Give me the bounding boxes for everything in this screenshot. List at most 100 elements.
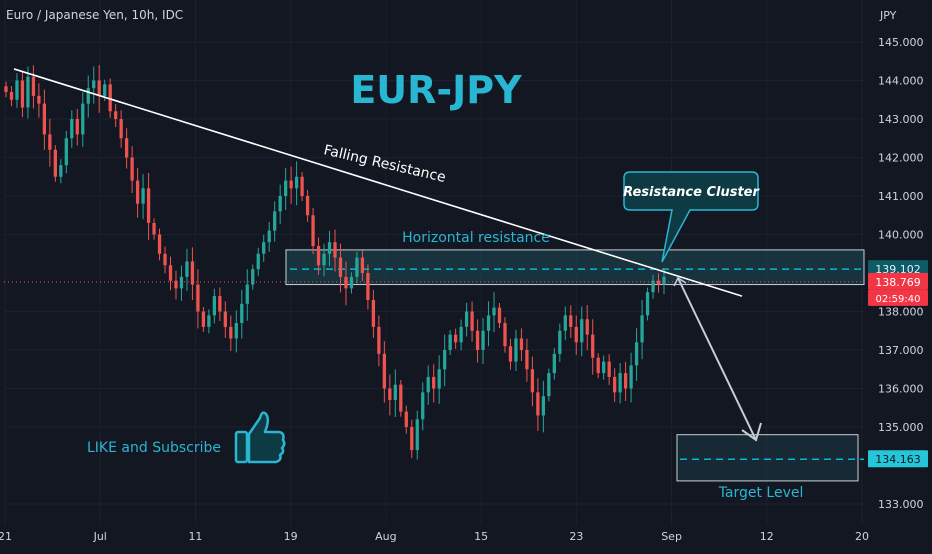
candle-body <box>645 292 650 316</box>
candle-body <box>497 307 502 324</box>
candle-body <box>322 253 326 266</box>
candle-body <box>201 311 206 327</box>
candle-body <box>486 315 491 331</box>
projection-arrowhead <box>741 422 762 442</box>
symbol-title: Euro / Japanese Yen, 10h, IDC <box>6 8 183 22</box>
candle-body <box>421 392 425 420</box>
price-tick-label: 138.000 <box>878 306 924 319</box>
candle-body <box>651 280 655 293</box>
candle-body <box>245 284 249 304</box>
candle-body <box>464 311 469 327</box>
candle-body <box>103 84 107 96</box>
target-zone <box>676 434 859 482</box>
candle-body <box>607 361 611 377</box>
price-tick-label: 140.000 <box>878 229 924 242</box>
candle-body <box>42 103 47 135</box>
candle-body <box>530 369 535 393</box>
time-tick-label: 15 <box>474 530 488 543</box>
price-tick-label: 136.000 <box>878 383 924 396</box>
resistance-zone <box>285 249 865 286</box>
candle-body <box>152 222 156 235</box>
candle-body <box>656 280 661 285</box>
candle-body <box>20 80 25 108</box>
candle-body <box>48 134 52 150</box>
candle-body <box>366 273 370 300</box>
falling-resistance-trendline[interactable] <box>13 68 743 297</box>
candle-body <box>410 427 414 451</box>
candle-body <box>229 326 233 339</box>
candle-body <box>81 103 85 135</box>
resistance-price-badge: 139.102 <box>875 263 921 276</box>
candle-body <box>119 119 123 139</box>
price-tick-label: 143.000 <box>878 113 924 126</box>
time-tick-label: 11 <box>188 530 202 543</box>
candle-body <box>97 80 101 96</box>
candle-body <box>190 261 195 285</box>
candle-body <box>344 276 348 289</box>
candle-body <box>349 276 354 289</box>
candle-body <box>179 276 184 289</box>
callout-bubble <box>623 171 759 263</box>
candle-body <box>393 384 397 401</box>
price-tick-label: 137.000 <box>878 344 924 357</box>
price-axis: JPY 145.000 144.000 143.000 142.000 141.000 1… <box>878 9 924 511</box>
candle-body <box>251 269 255 285</box>
candle-body <box>415 419 419 451</box>
candle-body <box>404 411 408 427</box>
projection-arrow-tail <box>673 276 687 287</box>
candle-body <box>207 315 211 327</box>
candle-body <box>141 188 145 204</box>
candle-body <box>196 284 200 312</box>
candle-body <box>591 334 595 358</box>
time-axis: 21 Jul 11 19 Aug 15 23 Sep 12 20 <box>0 530 869 543</box>
candle-body <box>602 361 606 374</box>
time-tick-label: 21 <box>0 530 12 543</box>
candle-body <box>613 376 617 393</box>
candle-body <box>300 176 304 196</box>
candle-body <box>481 330 485 350</box>
candle-body <box>634 342 639 366</box>
candle-body <box>59 165 63 177</box>
candle-body <box>338 257 343 277</box>
candle-body <box>437 369 441 389</box>
candle-body <box>596 357 600 374</box>
resistance-cluster-callout: Resistance Cluster <box>623 171 761 263</box>
candle-body <box>382 353 386 389</box>
candle-body <box>130 157 134 181</box>
candle-body <box>223 311 227 327</box>
candle-body <box>541 396 546 416</box>
candle-body <box>185 261 189 277</box>
candle-body <box>580 319 584 343</box>
candle-body <box>563 315 567 331</box>
candle-body <box>124 138 129 158</box>
time-tick-label: Jul <box>93 530 107 543</box>
candle-body <box>327 242 332 254</box>
target-level-label: Target Level <box>718 485 804 501</box>
price-tick-label: 144.000 <box>878 75 924 88</box>
chart-headline: EUR-JPY <box>350 68 522 112</box>
candle-body <box>514 338 518 362</box>
price-tick-label: 145.000 <box>878 36 924 49</box>
candle-body <box>547 373 551 397</box>
candle-body <box>163 253 167 266</box>
candle-body <box>426 376 430 393</box>
resistance-price-badge-bg <box>868 260 928 278</box>
candle-body <box>492 307 496 316</box>
candle-body <box>569 315 573 327</box>
candle-body <box>15 80 19 100</box>
candles <box>4 65 666 460</box>
current-price-badge: 138.769 <box>875 276 921 289</box>
projection-arrow <box>677 277 757 441</box>
time-tick-label: 19 <box>284 530 298 543</box>
candle-body <box>278 196 282 212</box>
candle-body <box>448 334 452 350</box>
candle-body <box>64 138 68 166</box>
lines <box>4 68 864 442</box>
candle-body <box>443 350 447 370</box>
candle-body <box>218 296 222 312</box>
candle-body <box>240 303 244 324</box>
candle-body <box>273 211 277 231</box>
